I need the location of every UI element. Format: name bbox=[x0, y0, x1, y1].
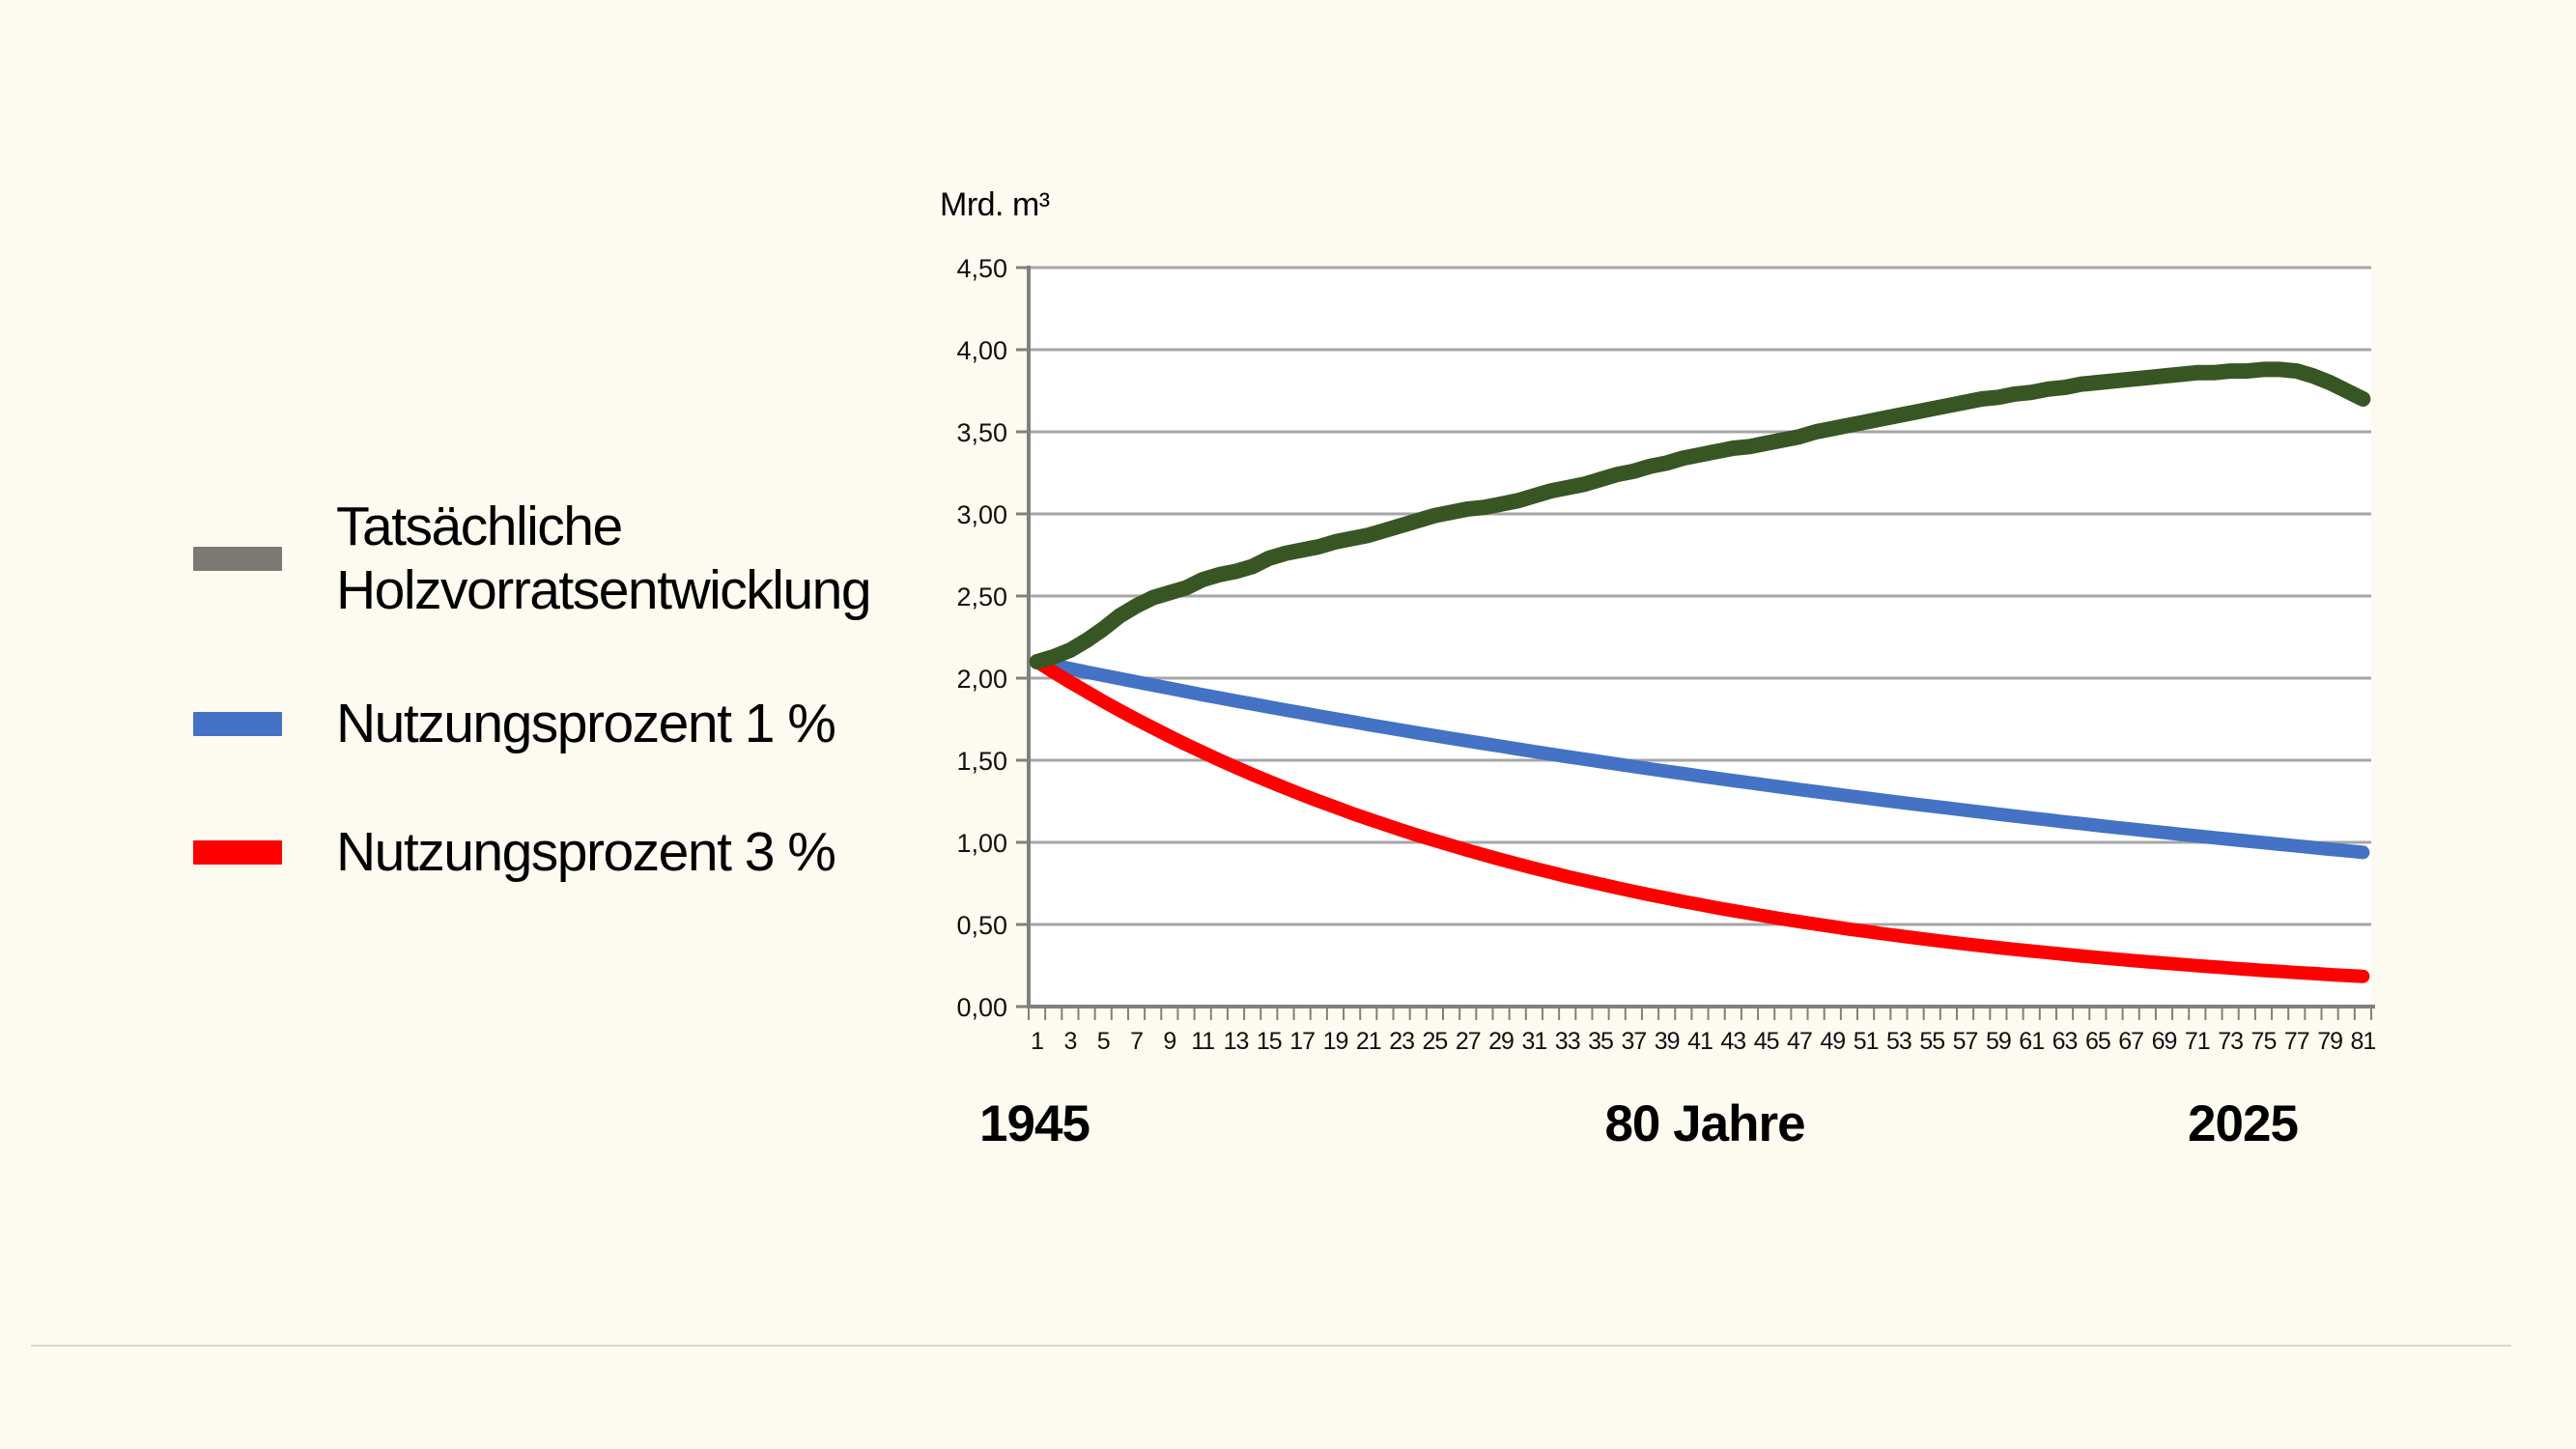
y-axis-title: Mrd. m³ bbox=[940, 186, 1050, 223]
legend-label: Tatsächliche Holzvorratsentwicklung bbox=[336, 496, 872, 621]
x-tick-label: 71 bbox=[2185, 1028, 2210, 1055]
legend-item-nutzungsprozent-1: Nutzungsprozent 1 % bbox=[193, 692, 836, 755]
x-tick-label: 37 bbox=[1621, 1028, 1646, 1055]
legend-swatch-tatsaechliche-holzvorratsentwicklung bbox=[193, 546, 282, 571]
y-tick-label: 2,50 bbox=[956, 582, 1007, 611]
legend-swatch-nutzungsprozent-3 bbox=[193, 839, 282, 865]
x-tick-label: 13 bbox=[1224, 1028, 1249, 1055]
x-tick-label: 27 bbox=[1456, 1028, 1481, 1055]
x-tick-label: 25 bbox=[1423, 1028, 1448, 1055]
x-tick-label: 51 bbox=[1854, 1028, 1879, 1055]
x-tick-label: 59 bbox=[1986, 1028, 2011, 1055]
legend-item-nutzungsprozent-3: Nutzungsprozent 3 % bbox=[193, 820, 836, 884]
x-tick-label: 45 bbox=[1754, 1028, 1779, 1055]
x-tick-label: 21 bbox=[1356, 1028, 1381, 1055]
y-tick-label: 4,00 bbox=[956, 336, 1007, 365]
y-tick-label: 1,50 bbox=[956, 747, 1007, 776]
x-tick-label: 77 bbox=[2284, 1028, 2309, 1055]
x-tick-label: 69 bbox=[2152, 1028, 2177, 1055]
footer-label-start-year: 1945 bbox=[979, 1095, 1090, 1152]
legend-item-tatsaechliche-holzvorratsentwicklung: Tatsächliche Holzvorratsentwicklung bbox=[193, 495, 1012, 622]
x-tick-label: 39 bbox=[1655, 1028, 1680, 1055]
x-tick-label: 61 bbox=[2019, 1028, 2044, 1055]
x-tick-label: 63 bbox=[2052, 1028, 2078, 1055]
x-tick-label: 53 bbox=[1886, 1028, 1911, 1055]
x-tick-label: 65 bbox=[2085, 1028, 2110, 1055]
x-tick-label: 17 bbox=[1289, 1028, 1315, 1055]
x-tick-label: 7 bbox=[1130, 1028, 1143, 1055]
x-tick-label: 35 bbox=[1588, 1028, 1613, 1055]
x-tick-label: 79 bbox=[2317, 1028, 2342, 1055]
y-tick-label: 4,50 bbox=[956, 254, 1007, 283]
x-tick-label: 31 bbox=[1521, 1028, 1546, 1055]
x-tick-label: 9 bbox=[1163, 1028, 1175, 1055]
series-line-nutzungsprozent-1 bbox=[1030, 655, 2370, 860]
x-tick-label: 33 bbox=[1555, 1028, 1580, 1055]
x-tick-label: 49 bbox=[1820, 1028, 1845, 1055]
plot-area bbox=[1029, 268, 2371, 1007]
y-tick-label: 0,00 bbox=[956, 993, 1007, 1022]
x-tick-label: 55 bbox=[1919, 1028, 1944, 1055]
x-tick-label: 19 bbox=[1323, 1028, 1348, 1055]
x-tick-label: 47 bbox=[1787, 1028, 1812, 1055]
footer-label-end-year: 2025 bbox=[2188, 1095, 2299, 1152]
x-tick-label: 57 bbox=[1953, 1028, 1978, 1055]
x-tick-label: 5 bbox=[1097, 1028, 1110, 1055]
series-line-tats-chliche-holzvorratsentwicklung bbox=[1029, 361, 2371, 669]
bottom-divider bbox=[31, 1345, 2511, 1347]
x-tick-label: 29 bbox=[1488, 1028, 1514, 1055]
x-tick-label: 1 bbox=[1031, 1028, 1043, 1055]
y-tick-label: 3,50 bbox=[956, 418, 1007, 447]
series-line-nutzungsprozent-3 bbox=[1030, 655, 2370, 983]
legend-label: Nutzungsprozent 3 % bbox=[336, 821, 836, 883]
x-tick-label: 81 bbox=[2351, 1028, 2376, 1055]
y-tick-label: 3,00 bbox=[956, 500, 1007, 529]
x-tick-label: 67 bbox=[2118, 1028, 2143, 1055]
x-tick-label: 23 bbox=[1389, 1028, 1414, 1055]
legend-label: Nutzungsprozent 1 % bbox=[336, 693, 836, 754]
x-tick-label: 43 bbox=[1720, 1028, 1745, 1055]
footer-label-period: 80 Jahre bbox=[1604, 1095, 1805, 1152]
y-tick-label: 2,00 bbox=[956, 665, 1007, 694]
x-tick-label: 3 bbox=[1063, 1028, 1076, 1055]
x-tick-label: 15 bbox=[1257, 1028, 1282, 1055]
legend-swatch-nutzungsprozent-1 bbox=[193, 711, 282, 736]
y-tick-label: 1,00 bbox=[956, 829, 1007, 858]
x-tick-label: 41 bbox=[1687, 1028, 1713, 1055]
x-tick-label: 73 bbox=[2218, 1028, 2243, 1055]
y-tick-label: 0,50 bbox=[956, 911, 1007, 940]
x-tick-label: 11 bbox=[1191, 1028, 1214, 1055]
x-tick-label: 75 bbox=[2251, 1028, 2277, 1055]
